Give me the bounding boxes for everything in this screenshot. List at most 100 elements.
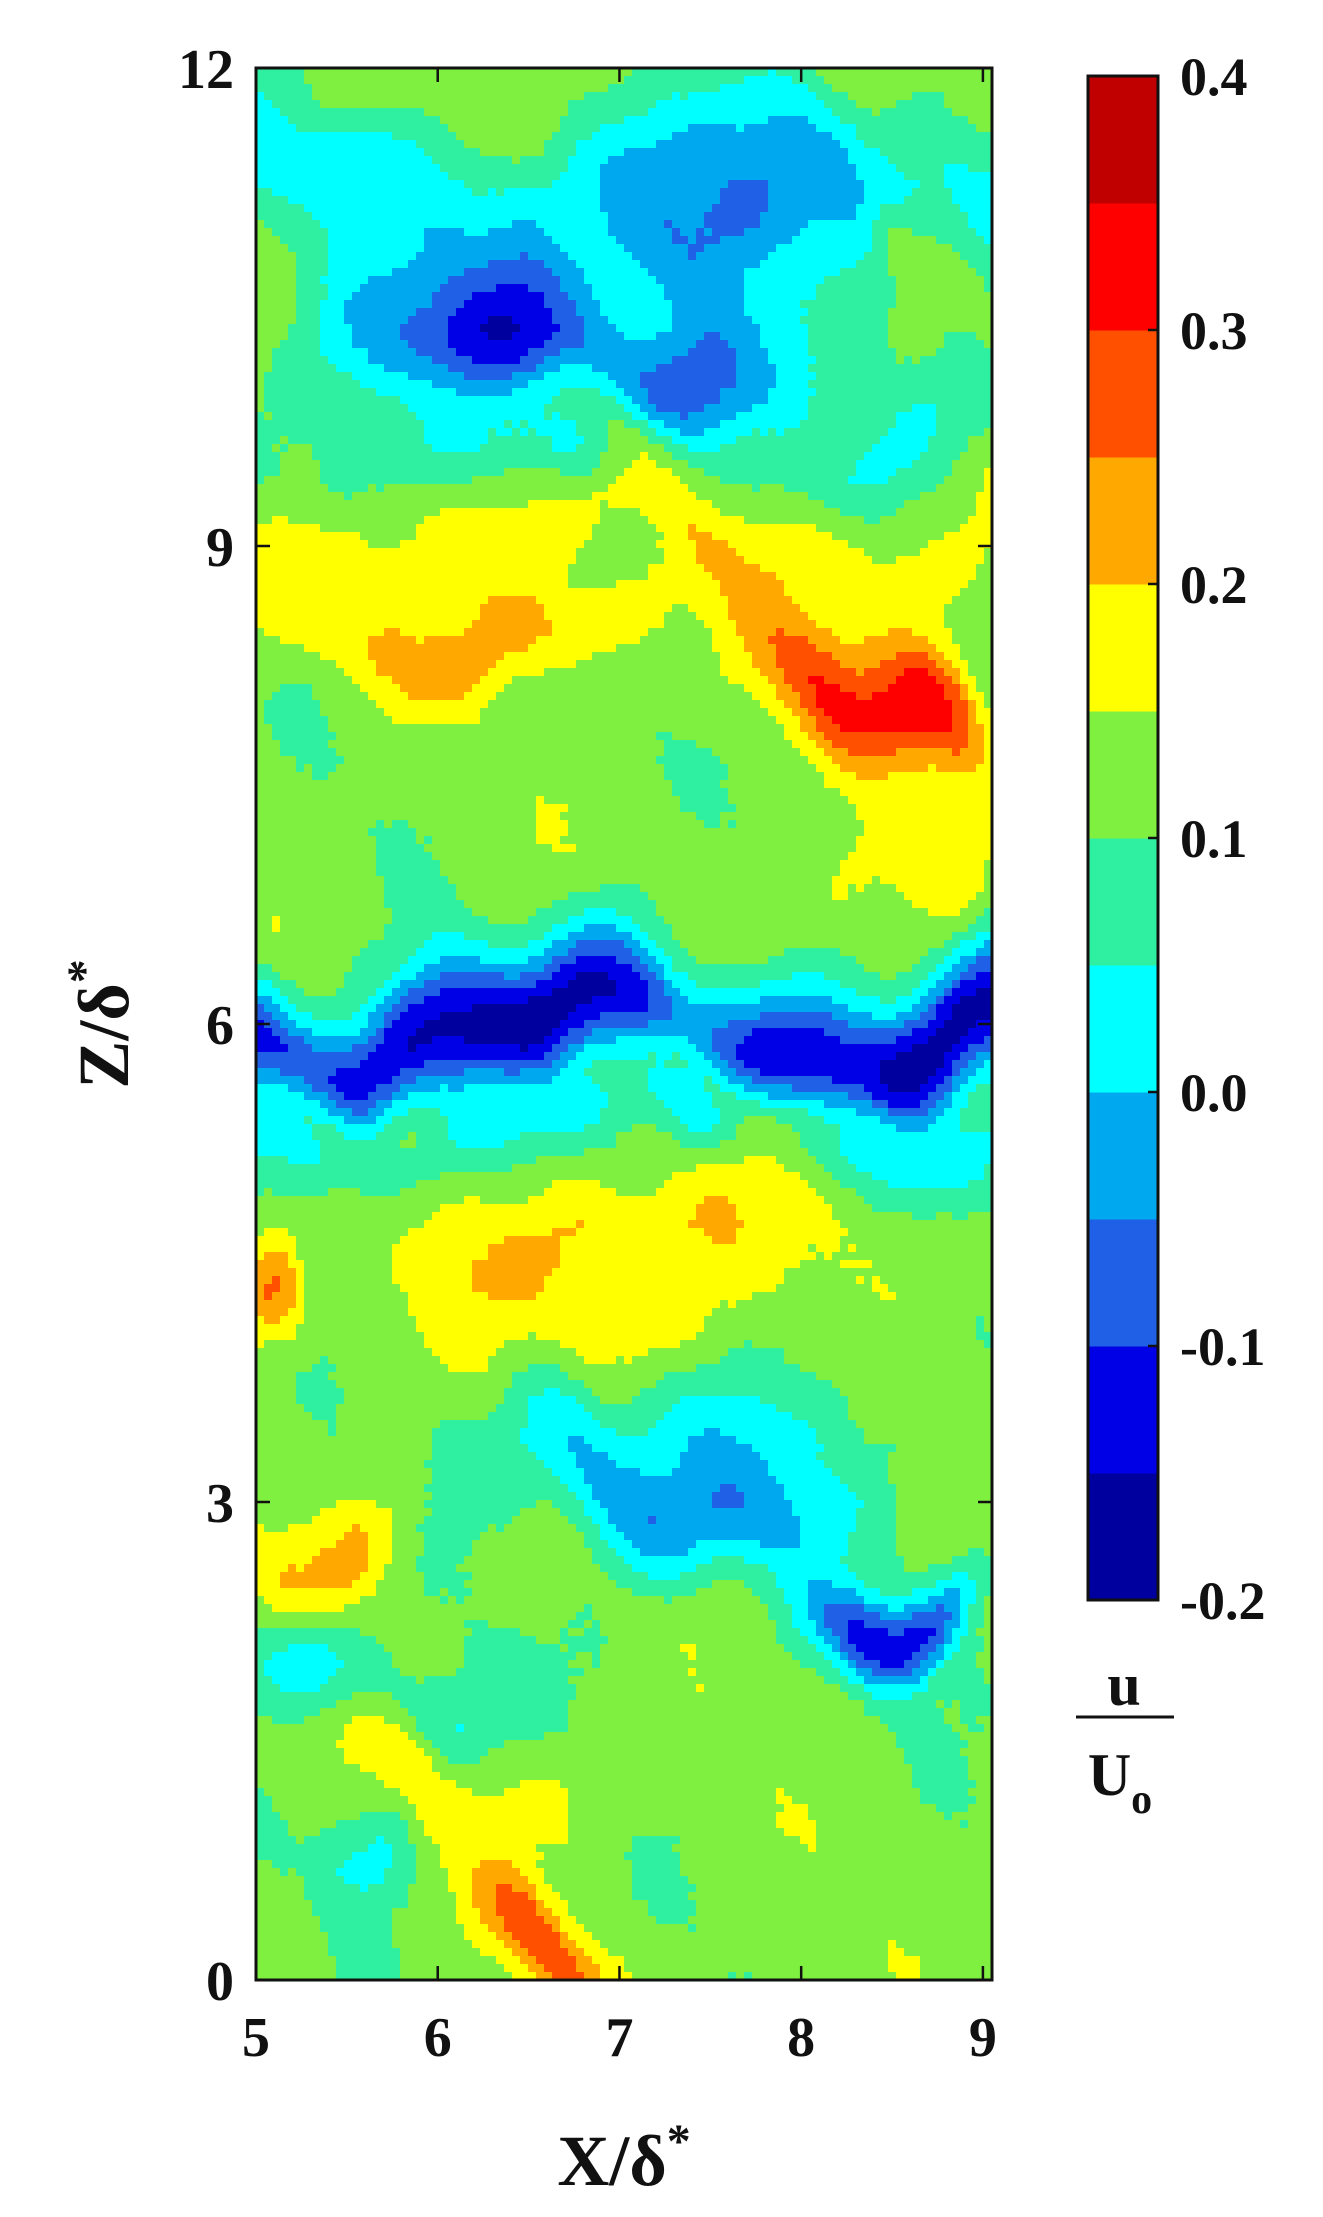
contour-cell <box>344 972 393 981</box>
contour-cell <box>368 1548 393 1557</box>
contour-cell <box>560 1940 577 1949</box>
contour-cell <box>336 732 657 741</box>
contour-cell <box>736 1236 841 1245</box>
contour-cell <box>704 228 713 237</box>
contour-cell <box>720 588 785 597</box>
contour-cell <box>256 1220 425 1229</box>
contour-cell <box>376 1100 393 1109</box>
contour-cell <box>840 1236 992 1245</box>
x-tick-label: 7 <box>605 2007 633 2069</box>
contour-cell <box>328 740 665 749</box>
colorbar-tick-label: 0.2 <box>1180 555 1248 615</box>
contour-cell <box>384 1836 409 1845</box>
contour-cell <box>840 1244 849 1253</box>
contour-cell <box>256 1180 417 1189</box>
contour-cell <box>904 1756 969 1765</box>
contour-cell <box>472 1876 529 1885</box>
contour-cell <box>320 324 353 333</box>
contour-cell <box>376 988 393 997</box>
contour-cell <box>376 700 489 709</box>
contour-cell <box>256 644 305 653</box>
contour-cell <box>256 1500 337 1509</box>
contour-cell <box>568 1932 593 1941</box>
contour-cell <box>840 1036 897 1045</box>
contour-cell <box>888 244 953 253</box>
contour-cell <box>400 540 585 549</box>
contour-cell <box>784 1804 809 1813</box>
contour-cell <box>560 172 601 181</box>
contour-cell <box>280 1276 297 1285</box>
contour-cell <box>848 1540 897 1549</box>
contour-cell <box>912 404 937 413</box>
contour-cell <box>544 412 553 421</box>
contour-cell <box>256 1300 297 1309</box>
contour-cell <box>568 100 657 109</box>
contour-cell <box>440 1772 913 1781</box>
contour-cell <box>696 1924 992 1933</box>
contour-cell <box>648 1052 657 1061</box>
contour-cell <box>384 820 393 829</box>
contour-cell <box>416 1740 433 1749</box>
contour-cell <box>504 1964 529 1973</box>
contour-cell <box>864 516 881 525</box>
contour-cell <box>744 1556 841 1565</box>
contour-cell <box>800 1836 817 1845</box>
contour-cell <box>560 1388 593 1397</box>
contour-cell <box>256 628 265 637</box>
contour-cell <box>424 1548 473 1557</box>
contour-cell <box>256 244 289 253</box>
contour-cell <box>648 452 673 461</box>
contour-cell <box>256 428 425 437</box>
contour-cell <box>528 996 593 1005</box>
contour-cell <box>616 1428 649 1437</box>
contour-cell <box>280 236 329 245</box>
contour-cell <box>976 916 992 925</box>
contour-cell <box>832 1076 881 1085</box>
contour-cell <box>360 1596 441 1605</box>
contour-cell <box>376 820 385 829</box>
contour-cell <box>536 804 569 813</box>
contour-cell <box>800 316 889 325</box>
contour-cell <box>296 1268 305 1277</box>
contour-cell <box>784 732 809 741</box>
contour-cell <box>856 1668 873 1677</box>
contour-cell <box>704 428 753 437</box>
contour-cell <box>912 1772 969 1781</box>
contour-cell <box>840 684 889 693</box>
contour-cell <box>256 268 297 277</box>
contour-cell <box>576 1916 657 1925</box>
contour-cell <box>384 1036 409 1045</box>
contour-cell <box>264 380 361 389</box>
contour-cell <box>848 1676 865 1685</box>
contour-cell <box>712 748 801 757</box>
contour-cell <box>608 1092 657 1101</box>
contour-cell <box>816 1820 961 1829</box>
contour-cell <box>848 1244 857 1253</box>
contour-cell <box>568 1484 593 1493</box>
contour-cell <box>264 1668 337 1677</box>
contour-cell <box>856 836 992 845</box>
contour-cell <box>480 716 777 725</box>
contour-cell <box>296 1300 305 1309</box>
contour-cell <box>664 1060 689 1069</box>
contour-cell <box>816 644 937 653</box>
contour-cell <box>696 524 817 533</box>
contour-cell <box>808 1580 833 1589</box>
contour-cell <box>304 1316 417 1325</box>
contour-cell <box>648 572 713 581</box>
contour-cell <box>896 676 937 685</box>
contour-cell <box>608 500 713 509</box>
contour-cell <box>592 524 657 533</box>
contour-cell <box>256 1244 297 1253</box>
contour-cell <box>392 1924 465 1933</box>
contour-cell <box>416 1076 553 1085</box>
contour-cell <box>256 900 385 909</box>
contour-cell <box>472 1260 561 1269</box>
contour-cell <box>640 372 737 381</box>
contour-cell <box>408 1228 553 1237</box>
contour-cell <box>440 956 481 965</box>
contour-cell <box>568 252 633 261</box>
contour-cell <box>944 940 961 949</box>
contour-cell <box>336 1380 513 1389</box>
contour-cell <box>592 1492 713 1501</box>
